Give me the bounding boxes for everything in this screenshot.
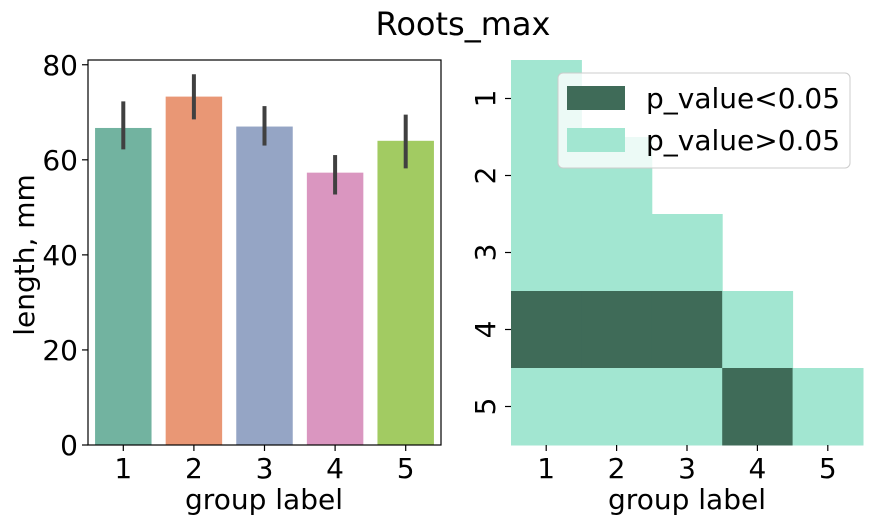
bar-group-3 (236, 126, 293, 445)
legend-label-not-significant: p_value>0.05 (646, 124, 840, 157)
heatmap-y-tick-label: 2 (469, 167, 502, 185)
heatmap-cell-4-4 (722, 291, 794, 369)
x-tick-label: 1 (114, 452, 132, 485)
heatmap-x-tick-label: 4 (748, 452, 766, 485)
heatmap-x-ticks: 1 2 3 4 5 (537, 445, 837, 485)
legend-swatch-not-significant (567, 128, 625, 152)
bar-group-5 (377, 140, 434, 445)
heatmap-cell-5-2 (581, 368, 653, 446)
bar-series (95, 96, 434, 446)
heatmap-y-tick-label: 1 (469, 90, 502, 108)
heatmap-panel: 1 2 3 4 5 1 2 3 4 5 group label p_value<0.05 p_v… (469, 60, 864, 516)
y-tick-label: 80 (42, 49, 78, 82)
bar-chart-panel: 0 20 40 60 80 1 2 3 4 5 length, mm group label (8, 49, 442, 516)
heatmap-cell-5-1 (511, 368, 582, 446)
heatmap-x-tick-label: 5 (819, 452, 837, 485)
y-tick-label: 40 (42, 239, 78, 272)
heatmap-cell-5-5 (792, 368, 864, 446)
bar-group-4 (306, 172, 364, 446)
bar-group-1 (95, 127, 152, 445)
heatmap-cell-4-3 (651, 291, 723, 369)
bar-x-axis-label: group label (185, 483, 343, 516)
heatmap-cell-5-3 (651, 368, 723, 446)
x-tick-label: 5 (397, 452, 415, 485)
heatmap-cell-4-2 (581, 291, 653, 369)
x-axis-ticks: 1 2 3 4 5 (114, 445, 415, 485)
y-axis-ticks: 0 20 40 60 80 (42, 49, 88, 462)
bar-y-axis-label: length, mm (8, 174, 41, 336)
heatmap-cell-3-1 (511, 214, 582, 292)
heatmap-cell-3-2 (581, 214, 653, 292)
heatmap-y-tick-label: 4 (469, 321, 502, 339)
figure-title: Roots_max (376, 5, 551, 43)
x-tick-label: 3 (256, 452, 274, 485)
legend-box (557, 72, 851, 169)
y-tick-label: 60 (42, 144, 78, 177)
y-tick-label: 20 (42, 334, 78, 367)
heatmap-cell-3-3 (651, 214, 723, 292)
heatmap-y-tick-label: 5 (469, 398, 502, 416)
heatmap-x-tick-label: 3 (678, 452, 696, 485)
legend-label-significant: p_value<0.05 (646, 82, 840, 115)
heatmap-x-tick-label: 1 (537, 452, 555, 485)
x-tick-label: 4 (326, 452, 344, 485)
heatmap-y-ticks: 1 2 3 4 5 (469, 90, 511, 416)
x-tick-label: 2 (185, 452, 203, 485)
heatmap-y-tick-label: 3 (469, 244, 502, 262)
heatmap-cell-4-1 (511, 291, 582, 369)
error-bars (121, 74, 408, 195)
heatmap-cell-5-4 (722, 368, 794, 446)
y-tick-label: 0 (60, 429, 78, 462)
heatmap-x-axis-label: group label (608, 483, 766, 516)
legend: p_value<0.05 p_value>0.05 (557, 72, 851, 169)
bar-group-2 (165, 96, 223, 446)
heatmap-x-tick-label: 2 (608, 452, 626, 485)
legend-swatch-significant (567, 86, 625, 110)
